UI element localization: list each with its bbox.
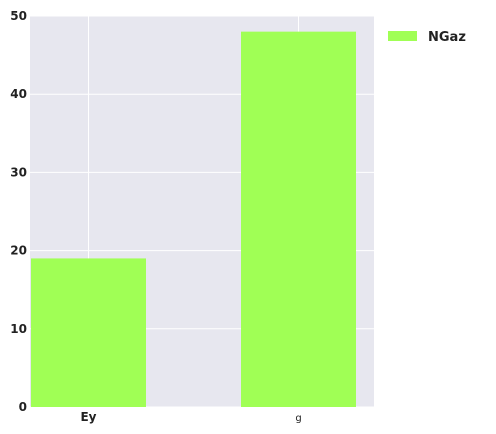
y-tick-label: 40 xyxy=(10,87,27,101)
y-tick-label: 0 xyxy=(19,400,27,414)
y-tick-label: 10 xyxy=(10,322,27,336)
legend-swatch xyxy=(388,31,417,41)
y-tick-label: 50 xyxy=(10,9,27,23)
legend-label: NGaz xyxy=(428,30,466,45)
x-tick-label: Ey xyxy=(80,410,96,424)
y-tick-label: 30 xyxy=(10,165,27,179)
y-tick-labels: 0 10 20 30 40 50 xyxy=(10,9,27,414)
y-tick-label: 20 xyxy=(10,244,27,258)
legend: NGaz xyxy=(388,30,466,45)
x-tick-labels: Ey g xyxy=(80,410,301,424)
x-tick-label: g xyxy=(295,413,301,424)
bar-Ey xyxy=(31,258,146,407)
bar-g xyxy=(241,32,356,407)
